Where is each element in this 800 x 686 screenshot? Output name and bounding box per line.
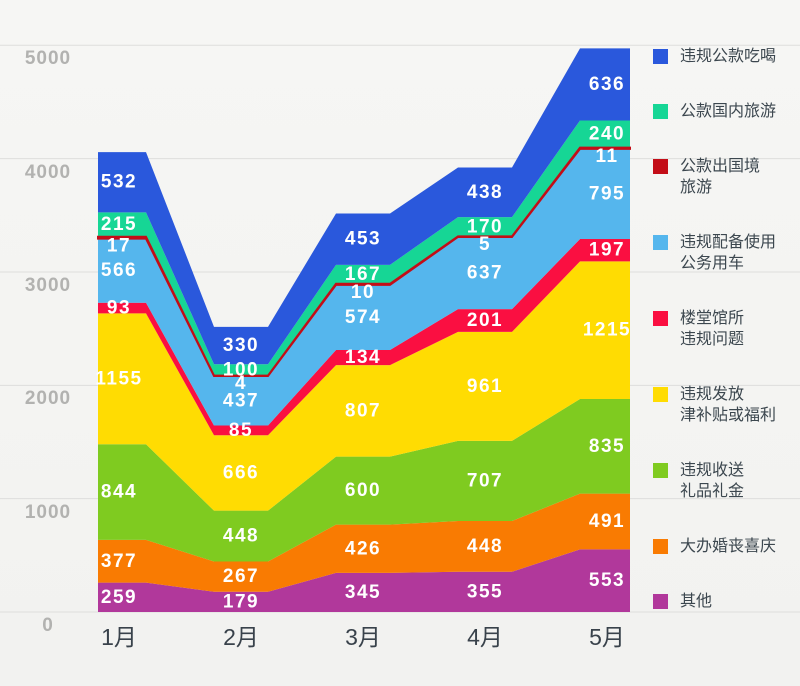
y-axis-tick-label: 2000 bbox=[24, 388, 72, 410]
value-label: 807 bbox=[345, 400, 381, 421]
legend-item-0[interactable]: 违规公款吃喝 bbox=[653, 46, 798, 67]
value-label: 259 bbox=[101, 587, 137, 608]
value-label: 1155 bbox=[95, 368, 142, 389]
y-axis-tick-label: 0 bbox=[42, 615, 54, 636]
legend-label: 违规配备使用 公务用车 bbox=[680, 234, 777, 272]
legend-swatch-icon bbox=[653, 594, 668, 609]
value-label: 17 bbox=[107, 236, 131, 257]
value-label: 5 bbox=[479, 234, 491, 255]
y-axis-tick-label: 3000 bbox=[24, 274, 72, 296]
legend-label: 违规发放 津补贴或福利 bbox=[680, 386, 777, 424]
value-label: 201 bbox=[467, 310, 503, 331]
area-band-series-3[interactable] bbox=[98, 148, 630, 426]
area-band-series-7[interactable] bbox=[98, 493, 630, 592]
chart-legend: 违规公款吃喝 公款国内旅游公款出国境 旅游 违规配备使用 公务用车 楼堂馆所 违规问题… bbox=[653, 46, 798, 646]
legend-item-4[interactable]: 楼堂馆所 违规问题 bbox=[653, 308, 798, 350]
value-label: 426 bbox=[345, 538, 381, 559]
legend-swatch-icon bbox=[653, 463, 668, 478]
value-label: 85 bbox=[229, 420, 253, 441]
legend-label: 其他 bbox=[680, 593, 713, 610]
value-label: 844 bbox=[101, 482, 137, 503]
value-label: 707 bbox=[467, 470, 503, 491]
value-label: 636 bbox=[589, 74, 625, 95]
value-label: 600 bbox=[345, 480, 381, 501]
value-label: 566 bbox=[101, 260, 137, 281]
value-label: 453 bbox=[345, 229, 381, 250]
value-label: 553 bbox=[589, 570, 625, 591]
value-label: 10 bbox=[351, 282, 375, 303]
value-label: 835 bbox=[589, 436, 625, 457]
value-label: 197 bbox=[589, 240, 625, 261]
area-band-series-4[interactable] bbox=[98, 238, 630, 436]
y-axis-tick-label: 5000 bbox=[24, 48, 72, 70]
legend-item-7[interactable]: 大办婚丧喜庆 bbox=[653, 536, 798, 557]
value-label: 167 bbox=[345, 264, 381, 285]
value-label: 666 bbox=[223, 462, 259, 483]
legend-label: 违规收送 礼品礼金 bbox=[680, 462, 745, 500]
value-label: 491 bbox=[589, 511, 625, 532]
x-axis-label: 5月 bbox=[589, 624, 625, 650]
x-axis-label: 2月 bbox=[223, 624, 259, 650]
value-label: 448 bbox=[223, 526, 259, 547]
value-label: 345 bbox=[345, 582, 381, 603]
legend-label: 楼堂馆所 违规问题 bbox=[680, 310, 745, 348]
legend-swatch-icon bbox=[653, 539, 668, 554]
value-label: 100 bbox=[223, 359, 259, 380]
value-label: 377 bbox=[101, 551, 137, 572]
area-band-series-5[interactable] bbox=[98, 261, 630, 511]
value-label: 355 bbox=[467, 581, 503, 602]
legend-swatch-icon bbox=[653, 311, 668, 326]
area-band-series-6[interactable] bbox=[98, 399, 630, 562]
legend-label: 公款国内旅游 bbox=[680, 103, 777, 120]
y-axis-tick-label: 1000 bbox=[24, 501, 72, 523]
legend-swatch-icon bbox=[653, 49, 668, 64]
value-label: 267 bbox=[223, 566, 259, 587]
value-label: 179 bbox=[223, 591, 259, 612]
value-label: 215 bbox=[101, 214, 137, 235]
legend-label: 大办婚丧喜庆 bbox=[680, 538, 777, 555]
value-label: 437 bbox=[223, 390, 259, 411]
legend-swatch-icon bbox=[653, 235, 668, 250]
area-band-series-8[interactable] bbox=[98, 549, 630, 612]
value-label: 11 bbox=[595, 146, 618, 167]
value-label: 1215 bbox=[583, 320, 631, 341]
legend-label: 公款出国境 旅游 bbox=[680, 158, 761, 196]
x-axis-label: 4月 bbox=[467, 624, 503, 650]
legend-item-6[interactable]: 违规收送 礼品礼金 bbox=[653, 460, 798, 502]
value-label: 574 bbox=[345, 307, 381, 328]
legend-item-1[interactable]: 公款国内旅游 bbox=[653, 101, 798, 122]
value-label: 134 bbox=[345, 347, 381, 368]
x-axis-label: 3月 bbox=[345, 624, 381, 650]
value-label: 961 bbox=[467, 376, 503, 397]
legend-label: 违规公款吃喝 bbox=[680, 48, 777, 65]
value-label: 532 bbox=[101, 172, 137, 193]
legend-swatch-icon bbox=[653, 159, 668, 174]
value-label: 240 bbox=[589, 124, 625, 145]
legend-item-8[interactable]: 其他 bbox=[653, 591, 798, 612]
area-band-series-1[interactable] bbox=[98, 120, 630, 376]
value-label: 795 bbox=[589, 183, 625, 204]
legend-item-2[interactable]: 公款出国境 旅游 bbox=[653, 156, 798, 198]
legend-swatch-icon bbox=[653, 104, 668, 119]
value-label: 448 bbox=[467, 536, 503, 557]
value-label: 637 bbox=[467, 263, 503, 284]
area-band-series-2-outline bbox=[97, 146, 631, 378]
x-axis-label: 1月 bbox=[101, 624, 137, 650]
y-axis-tick-label: 4000 bbox=[24, 161, 72, 183]
value-label: 93 bbox=[107, 298, 131, 319]
area-band-series-0[interactable] bbox=[98, 48, 630, 365]
value-label: 4 bbox=[235, 373, 247, 394]
legend-swatch-icon bbox=[653, 387, 668, 402]
value-label: 438 bbox=[467, 182, 503, 203]
value-label: 170 bbox=[467, 216, 503, 237]
value-label: 330 bbox=[223, 335, 259, 356]
legend-item-5[interactable]: 违规发放 津补贴或福利 bbox=[653, 384, 798, 426]
legend-item-3[interactable]: 违规配备使用 公务用车 bbox=[653, 232, 798, 274]
